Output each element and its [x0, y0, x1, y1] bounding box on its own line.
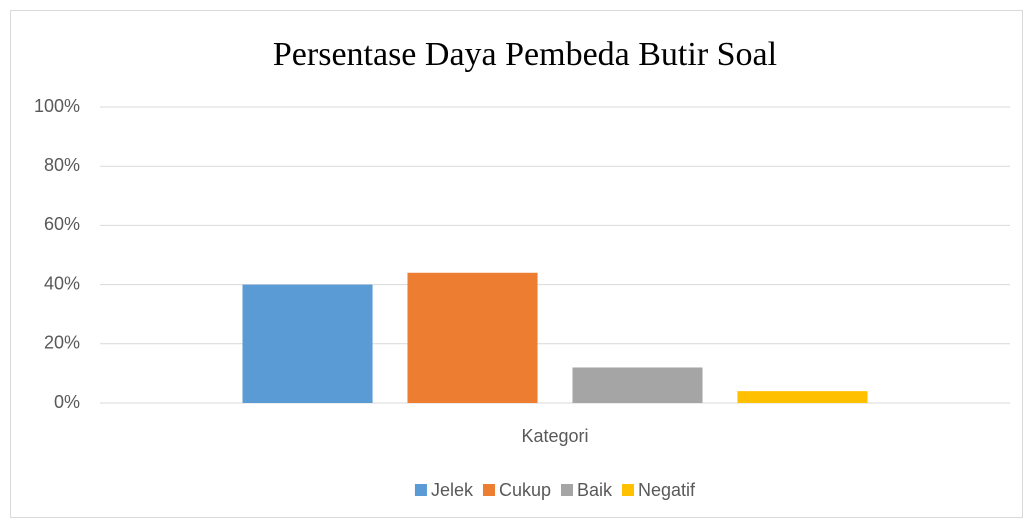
x-tick-label: Kategori: [521, 426, 588, 446]
y-tick-label: 0%: [54, 392, 80, 412]
y-tick-label: 20%: [44, 333, 80, 353]
bar: [572, 367, 703, 403]
chart-title: Persentase Daya Pembeda Butir Soal: [273, 36, 777, 73]
legend-label: Negatif: [638, 480, 696, 500]
y-tick-label: 100%: [34, 96, 80, 116]
chart-border: [10, 10, 1023, 518]
legend-label: Baik: [577, 480, 613, 500]
legend-swatch: [414, 484, 427, 496]
legend-label: Cukup: [499, 480, 551, 500]
legend-swatch: [561, 484, 573, 496]
legend-label: Jelek: [431, 480, 474, 500]
bar: [407, 272, 538, 403]
legend-swatch: [622, 484, 635, 496]
bar: [242, 284, 373, 403]
legend-swatch: [482, 484, 495, 496]
bar: [737, 391, 868, 403]
y-tick-label: 60%: [44, 214, 80, 234]
y-tick-label: 80%: [44, 155, 80, 175]
y-tick-label: 40%: [44, 273, 80, 293]
